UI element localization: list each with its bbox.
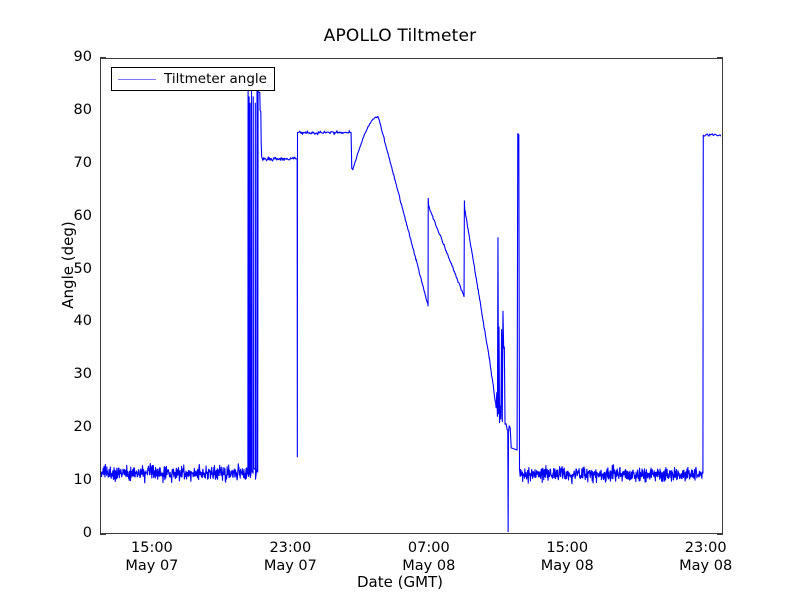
legend-line-swatch bbox=[118, 78, 156, 80]
y-tick-label: 60 bbox=[73, 207, 92, 224]
x-tick-date: May 07 bbox=[125, 558, 179, 574]
x-tick-time: 15:00 bbox=[546, 540, 589, 556]
x-tick-time: 23:00 bbox=[684, 540, 727, 556]
tiltmeter-angle-line bbox=[101, 89, 721, 532]
chart-legend: Tiltmeter angle bbox=[111, 67, 275, 91]
axis-tickmark bbox=[100, 57, 106, 59]
x-axis-title: Date (GMT) bbox=[356, 573, 444, 591]
x-tick-time: 07:00 bbox=[407, 540, 450, 556]
x-tick-label: 15:00 May 07 bbox=[92, 539, 212, 575]
y-tick-label: 20 bbox=[73, 419, 92, 436]
plot-area bbox=[100, 58, 723, 534]
x-tick-date: May 07 bbox=[263, 558, 317, 574]
legend-label-tiltmeter-angle: Tiltmeter angle bbox=[164, 71, 267, 87]
x-tick-label: 23:00 May 08 bbox=[646, 539, 766, 575]
tiltmeter-series-svg bbox=[101, 89, 721, 532]
y-tick-label: 40 bbox=[73, 313, 92, 330]
y-tick-label: 80 bbox=[73, 101, 92, 118]
y-tick-label: 70 bbox=[73, 154, 92, 171]
chart-title: APOLLO Tiltmeter bbox=[323, 26, 477, 46]
x-tick-date: May 08 bbox=[540, 558, 594, 574]
x-tick-time: 15:00 bbox=[131, 540, 173, 556]
axis-tickmark bbox=[717, 57, 723, 59]
x-tick-label: 15:00 May 08 bbox=[507, 539, 627, 575]
y-tick-label: 50 bbox=[73, 260, 92, 277]
x-tick-date: May 08 bbox=[679, 558, 733, 574]
y-tick-label: 10 bbox=[73, 472, 92, 489]
x-tick-time: 23:00 bbox=[269, 540, 312, 556]
x-tick-date: May 08 bbox=[402, 558, 456, 574]
y-tick-label: 90 bbox=[73, 49, 92, 65]
y-tick-label: 30 bbox=[73, 366, 92, 383]
y-tick-label: 0 bbox=[82, 525, 92, 541]
x-tick-label: 07:00 May 08 bbox=[369, 539, 489, 575]
x-tick-label: 23:00 May 07 bbox=[230, 539, 350, 575]
